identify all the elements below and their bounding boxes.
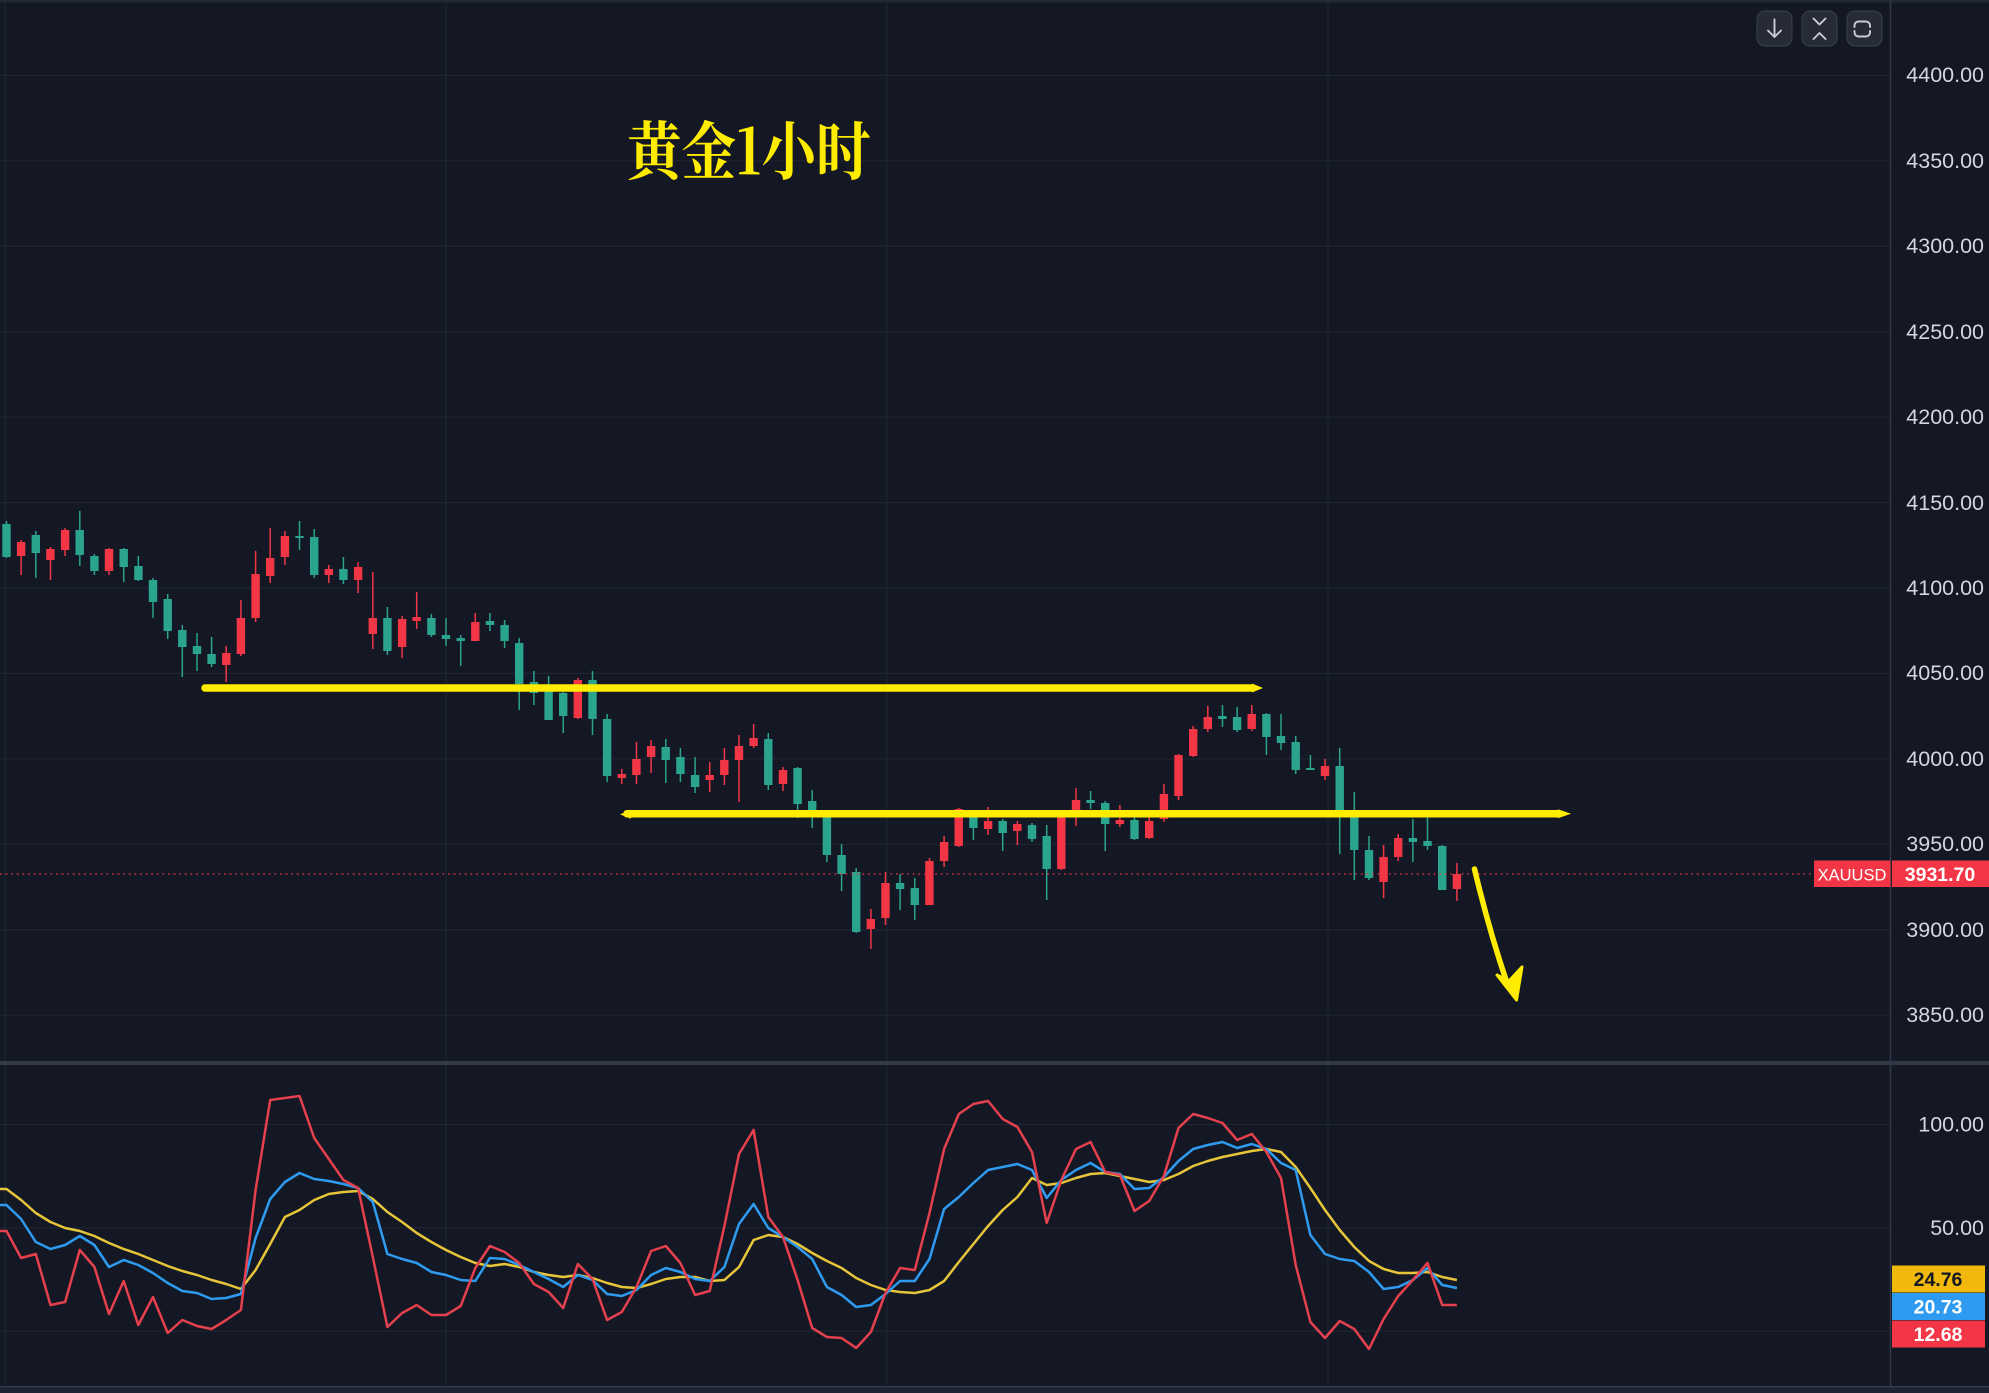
svg-text:12.68: 12.68 bbox=[1914, 1324, 1963, 1346]
svg-text:4350.00: 4350.00 bbox=[1906, 149, 1984, 173]
svg-text:3950.00: 3950.00 bbox=[1906, 832, 1984, 856]
svg-text:3900.00: 3900.00 bbox=[1906, 918, 1984, 942]
svg-text:50.00: 50.00 bbox=[1930, 1216, 1984, 1240]
svg-text:4050.00: 4050.00 bbox=[1906, 661, 1984, 685]
svg-text:3931.70: 3931.70 bbox=[1905, 864, 1976, 886]
svg-text:XAUUSD: XAUUSD bbox=[1818, 867, 1887, 885]
svg-text:24.76: 24.76 bbox=[1914, 1269, 1963, 1291]
svg-text:20.73: 20.73 bbox=[1914, 1297, 1963, 1319]
svg-text:100.00: 100.00 bbox=[1918, 1113, 1984, 1137]
svg-text:4250.00: 4250.00 bbox=[1906, 320, 1984, 344]
svg-text:4200.00: 4200.00 bbox=[1906, 405, 1984, 429]
svg-text:4400.00: 4400.00 bbox=[1906, 63, 1984, 87]
svg-text:4300.00: 4300.00 bbox=[1906, 234, 1984, 258]
svg-text:4000.00: 4000.00 bbox=[1906, 747, 1984, 771]
svg-text:3850.00: 3850.00 bbox=[1906, 1003, 1984, 1027]
svg-text:4100.00: 4100.00 bbox=[1906, 576, 1984, 600]
svg-text:4150.00: 4150.00 bbox=[1906, 491, 1984, 515]
